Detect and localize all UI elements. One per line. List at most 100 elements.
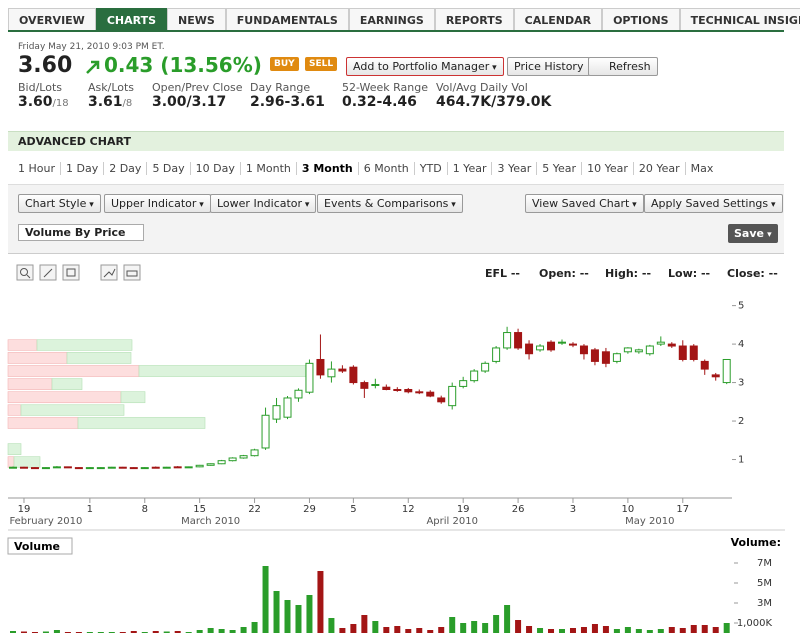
candle-body [437, 397, 446, 403]
y-tick-label: 7M [757, 558, 772, 569]
candle-body [173, 466, 182, 469]
volume-bar [10, 631, 16, 633]
vbp-down-bar [7, 339, 38, 351]
price: 3.60 [18, 53, 73, 78]
volume-bar [163, 631, 170, 633]
dropdown-button[interactable]: View Saved Chart [525, 194, 644, 213]
volume-bar [405, 629, 412, 633]
volume-bar [174, 631, 181, 633]
volume-bar [416, 628, 423, 633]
range-option[interactable]: 2 Day [103, 162, 146, 175]
vbp-down-bar [7, 365, 140, 377]
nav-tab[interactable]: CHARTS [95, 8, 168, 30]
candle-body [283, 397, 292, 418]
buy-button[interactable]: BUY [270, 57, 299, 71]
candle-body [547, 341, 556, 351]
portfolio-button[interactable]: Add to Portfolio Manager [346, 57, 504, 76]
range-option[interactable]: 1 Day [60, 162, 103, 175]
volume-bar [20, 631, 27, 633]
candle-body [63, 466, 72, 469]
volume-by-price-chip[interactable]: Volume By Price [18, 224, 145, 241]
candle-body [492, 347, 501, 362]
nav-tab[interactable]: REPORTS [434, 8, 514, 30]
refresh-button[interactable]: Refresh [588, 57, 658, 76]
stat: Bid/Lots 3.60/18 [18, 81, 69, 110]
candle-body [426, 391, 435, 397]
candle-body [579, 345, 588, 355]
candle-body [294, 389, 303, 399]
volume-bar [251, 622, 258, 633]
candle-body [107, 466, 116, 469]
dropdown-button[interactable]: Apply Saved Settings [644, 194, 783, 213]
nav-tab[interactable]: CALENDAR [513, 8, 603, 30]
range-option[interactable]: 3 Year [491, 162, 536, 175]
vbp-down-bar [7, 456, 15, 468]
volume-bar [657, 629, 664, 633]
candle-body [404, 388, 413, 393]
dropdown-button[interactable]: Upper Indicator [104, 194, 211, 213]
range-option[interactable]: Max [684, 162, 719, 175]
candle-body [129, 467, 138, 470]
range-option[interactable]: 1 Year [446, 162, 492, 175]
chart-tools [16, 264, 141, 281]
volume-bar [723, 623, 730, 633]
stat-number: 2.96-3.61 [250, 94, 325, 110]
range-option[interactable]: 6 Month [357, 162, 414, 175]
dropdown-button[interactable]: Lower Indicator [210, 194, 317, 213]
stat-label: Vol/Avg Daily Vol [436, 81, 528, 94]
nav-tab[interactable]: TECHNICAL INSIGHT [679, 8, 800, 30]
stat-value: 464.7K/379.0K [436, 94, 551, 110]
range-option[interactable]: 5 Year [536, 162, 581, 175]
volume-bar [64, 632, 71, 633]
range-option[interactable]: YTD [413, 162, 447, 175]
stat-label: Open/Prev Close [152, 81, 243, 94]
candle-body [667, 343, 676, 347]
range-option[interactable]: 1 Month [239, 162, 296, 175]
candle-body [689, 345, 698, 360]
y-tick-label: 3M [757, 598, 772, 609]
volume-bar [317, 571, 324, 633]
range-option[interactable]: 1 Hour [18, 162, 55, 175]
volume-bar [372, 621, 379, 633]
sell-button[interactable]: SELL [305, 57, 338, 71]
volume-bar [339, 628, 346, 633]
price-history-button[interactable]: Price History [507, 57, 591, 76]
range-option[interactable]: 10 Year [581, 162, 633, 175]
dropdown-button[interactable]: Events & Comparisons [317, 194, 463, 213]
stat-number: 0.32-4.46 [342, 94, 417, 110]
x-tick-label: 26 [512, 504, 525, 515]
volume-bar [240, 627, 247, 633]
volume-bar [86, 632, 93, 633]
nav-tab[interactable]: FUNDAMENTALS [225, 8, 349, 30]
candle-body [151, 466, 160, 469]
vbp-down-bar [7, 417, 79, 429]
volume-bar [394, 626, 401, 633]
nav-tab[interactable]: NEWS [167, 8, 226, 30]
month-label: February 2010 [9, 516, 82, 527]
save-button[interactable]: Save [728, 224, 778, 243]
nav-tab[interactable]: OVERVIEW [8, 8, 96, 30]
candle-body [656, 341, 665, 345]
volume-bar [471, 621, 478, 633]
range-option[interactable]: 3 Month [295, 162, 358, 175]
dropdown-button[interactable]: Chart Style [18, 194, 101, 213]
range-option[interactable]: 10 Day [189, 162, 240, 175]
volume-bar [591, 624, 598, 633]
volume-bar [548, 629, 555, 633]
candle-body [448, 385, 457, 407]
x-tick-label: 29 [303, 504, 316, 515]
volume-bar [284, 600, 291, 633]
range-option[interactable]: 5 Day [146, 162, 189, 175]
candle-body [536, 345, 545, 351]
volume-bar [141, 632, 148, 633]
x-tick-label: 17 [676, 504, 689, 515]
volume-bar [646, 630, 653, 633]
range-option[interactable]: 20 Year [632, 162, 685, 175]
volume-bar [482, 623, 489, 633]
candle-body [74, 467, 83, 470]
nav-tab[interactable]: EARNINGS [348, 8, 435, 30]
volume-bar [196, 630, 203, 633]
candle-body [52, 466, 61, 469]
nav-tab[interactable]: OPTIONS [602, 8, 680, 30]
